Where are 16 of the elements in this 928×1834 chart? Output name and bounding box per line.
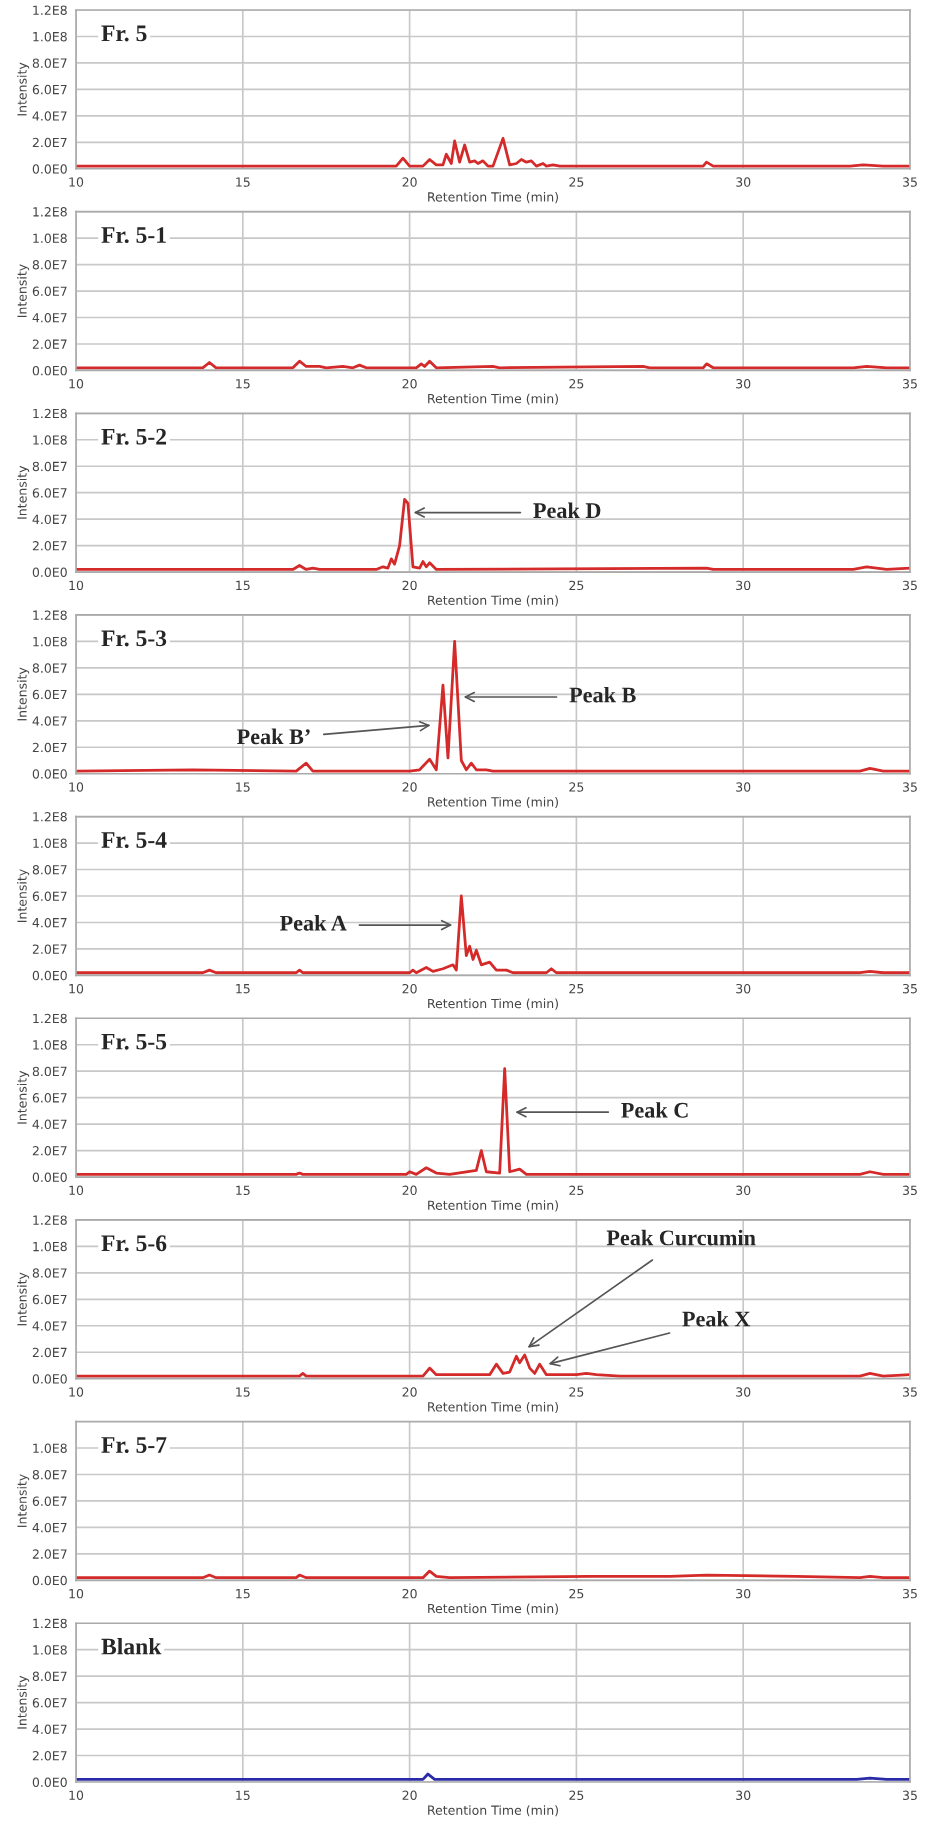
annotation: Peak A — [279, 915, 347, 931]
chart-title: Fr. 5-5 — [101, 1033, 167, 1050]
annotation: Peak B — [569, 686, 636, 703]
chart-title: Fr. 5-1 — [101, 227, 166, 244]
chart-title: Fr. 5-2 — [101, 428, 167, 445]
chart-title: Fr. 5-4 — [101, 832, 167, 849]
annotation: Peak B’ — [236, 728, 310, 745]
annotation: Peak X — [682, 1310, 751, 1327]
chart-title: Fr. 5-6 — [101, 1235, 167, 1252]
annotation: Peak D — [533, 502, 601, 519]
chart-title: Fr. 5 — [101, 25, 147, 42]
annotation: Peak Curcumin — [606, 1229, 756, 1246]
chart-title: Fr. 5-7 — [101, 1437, 167, 1453]
chart-title: Fr. 5-3 — [101, 630, 167, 647]
chart-title: Blank — [101, 1637, 162, 1655]
annotation: Peak C — [621, 1102, 688, 1118]
